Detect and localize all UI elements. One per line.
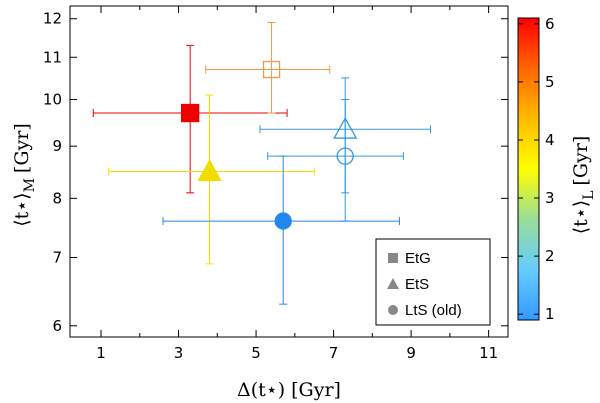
colorbar-title-main: ⟨t⋆⟩ [570, 200, 592, 234]
colorbar-tick-label: 6 [545, 15, 555, 33]
marker-circle [336, 147, 354, 165]
colorbar: 1 2 3 4 5 6 [517, 15, 555, 323]
x-tick-label: 7 [329, 344, 339, 362]
svg-text:⟨t⋆⟩L[Gyr]: ⟨t⋆⟩L [Gyr] [570, 136, 597, 234]
colorbar-tick-label: 3 [545, 189, 555, 207]
x-tick-label: 9 [406, 344, 416, 362]
marker-square [181, 103, 200, 123]
legend-entry: EtG [388, 250, 431, 267]
colorbar-title-unit: [Gyr] [570, 136, 592, 186]
x-tick-label: 5 [251, 344, 261, 362]
marker-circle [274, 212, 292, 230]
data-point-square-filled [92, 44, 288, 194]
colorbar-tick-label: 5 [545, 73, 555, 91]
x-tick-label: 11 [479, 344, 498, 362]
legend-label: EtS [405, 276, 429, 293]
y-tick-label: 10 [43, 90, 62, 108]
y-axis-title-main: ⟨t⋆⟩ [11, 192, 33, 226]
legend-label: LtS (old) [405, 302, 462, 319]
legend-marker-triangle [387, 278, 399, 289]
legend-entry: LtS (old) [388, 302, 462, 319]
x-axis-title: Δ(t⋆) [Gyr] [237, 379, 341, 401]
y-tick-label: 12 [43, 10, 62, 28]
svg-text:⟨t⋆⟩M[Gyr]: ⟨t⋆⟩M [Gyr] [11, 123, 38, 227]
data-series [92, 21, 431, 305]
y-axis-title-sub: M [22, 178, 38, 192]
y-axis-title-unit: [Gyr] [11, 123, 33, 173]
data-point-circle-open [267, 98, 404, 194]
y-tick-label: 11 [43, 48, 62, 66]
legend-entry: EtS [387, 276, 429, 293]
marker-triangle [197, 159, 222, 181]
legend-label: EtG [405, 250, 431, 267]
y-tick-label: 7 [52, 248, 62, 266]
legend-marker-circle [388, 305, 398, 315]
data-point-triangle-filled [108, 94, 315, 265]
x-tick-label: 1 [96, 344, 106, 362]
plot-frame [69, 5, 509, 338]
colorbar-title-sub: L [581, 191, 597, 200]
axes: 1 3 5 7 9 11 6 7 8 9 10 11 12 [43, 5, 509, 362]
y-axis-title: ⟨t⋆⟩M [Gyr] [11, 123, 38, 227]
colorbar-tick-label: 2 [545, 247, 555, 265]
colorbar-title: ⟨t⋆⟩L [Gyr] [570, 136, 597, 234]
marker-square [262, 60, 281, 79]
y-tick-label: 9 [52, 137, 62, 155]
y-tick-label: 6 [52, 317, 62, 335]
data-point-square-open [205, 21, 331, 114]
data-point-circle-filled [162, 155, 400, 305]
x-tick-label: 3 [174, 344, 184, 362]
legend-marker-square [388, 253, 398, 263]
colorbar-gradient [517, 17, 540, 321]
y-tick-label: 8 [52, 189, 62, 207]
legend: EtG EtS LtS (old) [375, 238, 491, 326]
colorbar-tick-label: 1 [545, 305, 555, 323]
colorbar-tick-label: 4 [545, 131, 555, 149]
